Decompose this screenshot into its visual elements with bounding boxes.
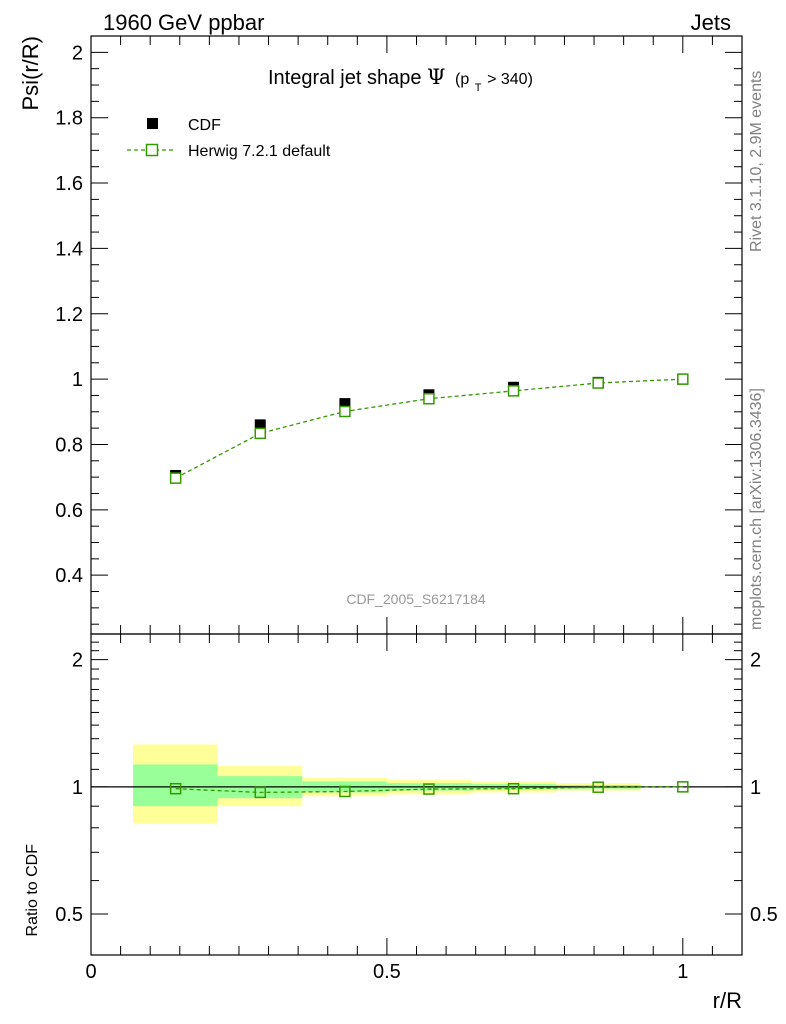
ratio-mc-point [339,785,351,798]
ratio-y-tick-label-right: 0.5 [750,904,778,926]
x-tick-label: 0.5 [373,961,401,983]
y-tick-label: 1 [72,369,83,391]
y-tick-label: 0.4 [55,565,83,587]
mc-point [169,472,182,484]
rivet-version-label: Rivet 3.1.10, 2.9M events [748,71,765,252]
ratio-mc-line [175,786,683,794]
legend-data-label: CDF [188,117,221,134]
mc-point [339,405,351,418]
plot-title-sub: T [475,82,482,94]
mcplots-label: mcplots.cern.ch [arXiv:1306.3436] [748,388,765,630]
ratio-mc-point [507,782,520,795]
legend-data-marker [147,118,158,129]
x-tick-label: 1 [677,961,688,983]
ratio-y-tick-label: 1 [72,777,83,799]
ratio-mc-point [592,781,604,793]
header-right: Jets [691,10,731,35]
ratio-y-tick-label-right: 2 [750,650,761,672]
axes: 0.4 0.6 0.8 1 1.2 1.4 1.6 1.8 2 0 0.5 1 0.5 0.5 1 1 2 2 [55,35,778,983]
ratio-mc-point [169,782,182,795]
x-axis-title: r/R [713,988,742,1013]
plot-title: Integral jet shape Ψ (p T > 340) [268,65,533,96]
series-layer [91,373,742,799]
plot-title-main: Integral jet shape [268,67,421,89]
y-tick-label: 1.6 [55,173,83,195]
ratio-y-tick-label-right: 1 [750,777,761,799]
mc-point [677,373,689,385]
data-point [339,398,351,410]
y-tick-label: 0.8 [55,434,83,456]
analysis-label: CDF_2005_S6217184 [346,591,486,607]
plot-title-paren: (p [455,71,469,88]
ratio-mc-point [677,781,689,793]
y-tick-label: 1.8 [55,108,83,130]
ratio-mc-point [423,783,435,795]
mc-point [254,427,267,440]
y-tick-label: 0.6 [55,500,83,522]
y-tick-label: 1.2 [55,304,83,326]
legend-mc-marker [145,143,159,157]
plot-title-symbol: Ψ [427,65,445,89]
ratio-mc-point [254,786,267,799]
ratio-band-inner [133,764,218,807]
ratio-y-tick-label: 0.5 [55,904,83,926]
ratio-y-tick-label: 2 [72,650,83,672]
ratio-y-axis-title: Ratio to CDF [24,844,41,937]
y-tick-label: 1.4 [55,238,83,260]
legend-mc-label: Herwig 7.2.1 default [188,143,331,160]
data-point [254,419,266,431]
plot-title-tail: > 340) [487,71,533,88]
header-left: 1960 GeV ppbar [103,10,264,35]
y-tick-label: 2 [72,42,83,64]
ratio-bands [133,744,641,824]
y-axis-title: Psi(r/R) [18,36,43,111]
mc-point [592,377,604,389]
mc-point [423,392,435,405]
mc-point [507,385,520,397]
x-tick-label: 0 [85,961,96,983]
